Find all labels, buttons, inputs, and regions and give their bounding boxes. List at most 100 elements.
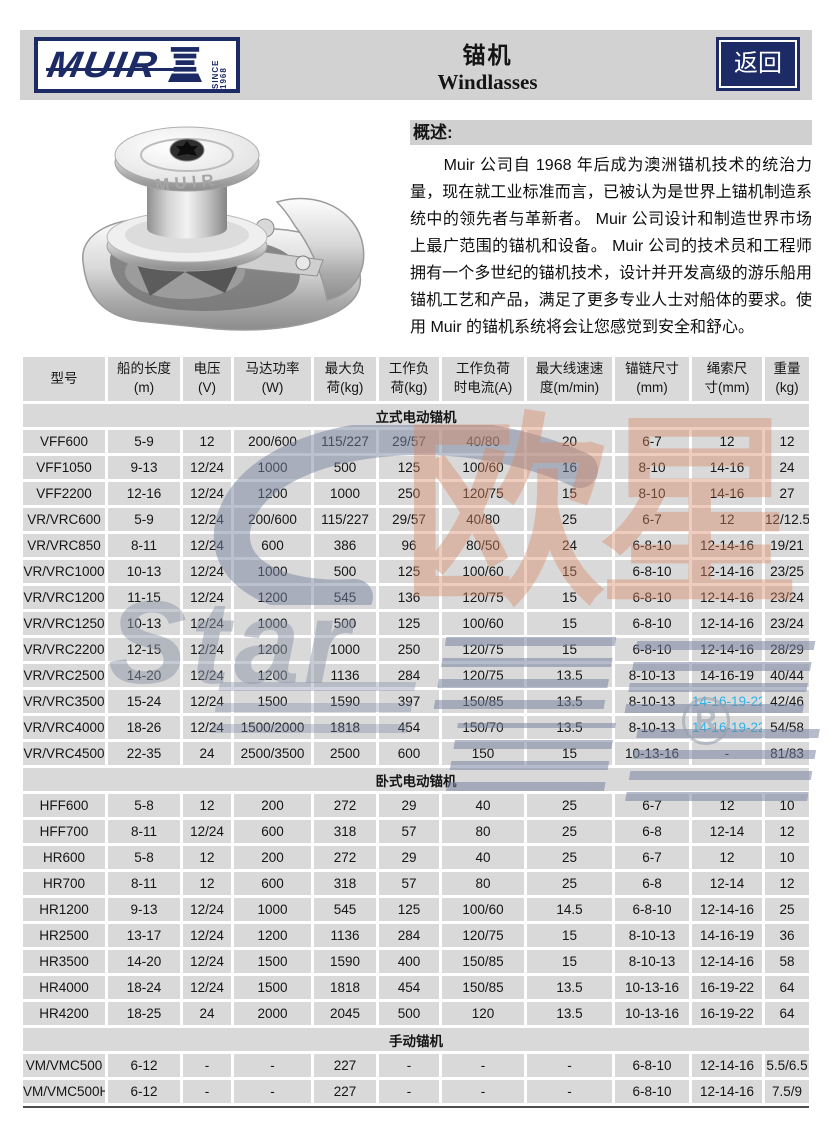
value-cell: 14-20 (108, 950, 180, 973)
page-title-cn: 锚机 (462, 42, 513, 68)
value-cell: 14-16 (692, 456, 762, 479)
value-cell: 8-10-13 (615, 716, 689, 739)
value-cell: 12/24 (183, 976, 231, 999)
value-cell: 6-8-10 (615, 1054, 689, 1077)
section-row: 卧式电动锚机 (23, 768, 809, 791)
model-cell: HR3500 (23, 950, 105, 973)
value-cell: 40/80 (442, 430, 524, 453)
column-header: 船的长度 (m) (108, 357, 180, 401)
table-row: VM/VMC500 6-12- -227- - -6-8-10 12-14-16 5.5/6… (23, 1054, 809, 1077)
value-cell: 12-14-16 (692, 560, 762, 583)
value-cell: 200/600 (234, 508, 311, 531)
column-header: 工作负 荷(kg) (379, 357, 439, 401)
value-cell: 120/75 (442, 924, 524, 947)
value-cell: - (527, 1080, 612, 1103)
value-cell: - (183, 1054, 231, 1077)
value-cell: 12-14 (692, 872, 762, 895)
capstan-icon (168, 47, 203, 82)
column-header: 电压 (V) (183, 357, 231, 401)
value-cell: 1590 (314, 950, 376, 973)
value-cell: 23/25 (765, 560, 809, 583)
section-row: 立式电动锚机 (23, 404, 809, 427)
value-cell: 6-8-10 (615, 586, 689, 609)
value-cell: 18-24 (108, 976, 180, 999)
model-cell: HR600 (23, 846, 105, 869)
value-cell: 200 (234, 846, 311, 869)
value-cell: 12/24 (183, 534, 231, 557)
value-cell: 8-10-13 (615, 924, 689, 947)
value-cell: 8-10-13 (615, 664, 689, 687)
section-header: 手动锚机 (23, 1028, 809, 1051)
value-cell: 64 (765, 1002, 809, 1025)
value-cell: 14.5 (527, 898, 612, 921)
value-cell: 12/24 (183, 456, 231, 479)
value-cell: 6-12 (108, 1080, 180, 1103)
value-cell: 545 (314, 898, 376, 921)
value-cell: 500 (314, 456, 376, 479)
value-cell: 115/227 (314, 430, 376, 453)
value-cell: 9-13 (108, 456, 180, 479)
value-cell: 125 (379, 560, 439, 583)
value-cell: 12/24 (183, 508, 231, 531)
value-cell: 1200 (234, 924, 311, 947)
value-cell: 115/227 (314, 508, 376, 531)
value-cell: 10 (765, 846, 809, 869)
table-row: VR/VRC1250 10-13 12/24 1000 500 125 100/60 15 6-… (23, 612, 809, 635)
value-cell: 12-14-16 (692, 534, 762, 557)
column-header: 最大负 荷(kg) (314, 357, 376, 401)
value-cell: 272 (314, 846, 376, 869)
table-row: HR700 8-11 12 600 318 57 80 25 6-8 12-14 12 (23, 872, 809, 895)
back-button[interactable]: 返回 (719, 40, 797, 88)
value-cell: 6-8-10 (615, 1080, 689, 1103)
value-cell: - (234, 1054, 311, 1077)
value-cell: 12-14-16 (692, 1054, 762, 1077)
value-cell: 13.5 (527, 716, 612, 739)
value-cell: 29/57 (379, 430, 439, 453)
value-cell: 600 (234, 534, 311, 557)
table-row: VR/VRC3500 15-24 12/24 1500 1590 397 150/85 13.… (23, 690, 809, 713)
table-row: VR/VRC600 5-9 12/24 200/600 115/227 29/57 40/8… (23, 508, 809, 531)
value-cell: 24 (183, 1002, 231, 1025)
section-row: 手动锚机 (23, 1028, 809, 1051)
value-cell: 1000 (234, 612, 311, 635)
value-cell: 28/29 (765, 638, 809, 661)
value-cell: 1500 (234, 690, 311, 713)
value-cell: 500 (379, 1002, 439, 1025)
value-cell: 80 (442, 872, 524, 895)
model-cell: HR4000 (23, 976, 105, 999)
column-header: 马达功率 (W) (234, 357, 311, 401)
value-cell: 15 (527, 924, 612, 947)
value-cell: 12-14-16 (692, 1080, 762, 1103)
value-cell: 12-16 (108, 482, 180, 505)
value-cell: - (379, 1054, 439, 1077)
column-header: 型号 (23, 357, 105, 401)
value-cell: 12/24 (183, 664, 231, 687)
value-cell: 40 (442, 794, 524, 817)
model-cell: HR4200 (23, 1002, 105, 1025)
value-cell: 454 (379, 976, 439, 999)
value-cell: 6-7 (615, 430, 689, 453)
value-cell: 23/24 (765, 586, 809, 609)
value-cell: 25 (527, 846, 612, 869)
table-row: HR600 5-8 12 200 272 29 40 25 6-7 12 10 (23, 846, 809, 869)
value-cell: 6-8-10 (615, 638, 689, 661)
value-cell: 397 (379, 690, 439, 713)
value-cell: 5.5/6.5 (765, 1054, 809, 1077)
model-cell: HR2500 (23, 924, 105, 947)
model-cell: VFF1050 (23, 456, 105, 479)
value-cell: 64 (765, 976, 809, 999)
table-row: HR2500 13-17 12/24 1200 1136 284 120/75 15 8-10-… (23, 924, 809, 947)
model-cell: VR/VRC3500 (23, 690, 105, 713)
value-cell: 12 (692, 508, 762, 531)
value-cell: 545 (314, 586, 376, 609)
value-cell: 272 (314, 794, 376, 817)
model-cell: HFF700 (23, 820, 105, 843)
value-cell: 25 (527, 872, 612, 895)
model-cell: VR/VRC600 (23, 508, 105, 531)
logo-rule (46, 67, 191, 71)
model-cell: VR/VRC1250 (23, 612, 105, 635)
value-cell: 6-8-10 (615, 534, 689, 557)
value-cell: 80 (442, 820, 524, 843)
value-cell: - (234, 1080, 311, 1103)
